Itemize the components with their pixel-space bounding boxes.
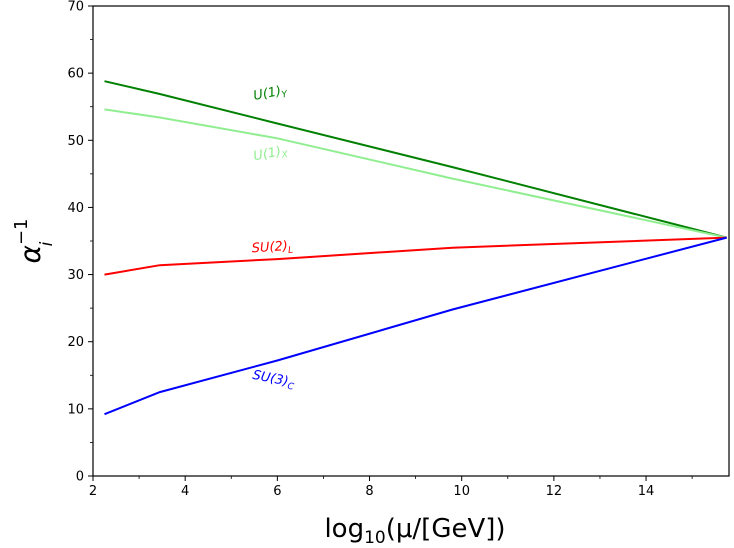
series-line-u1y <box>104 80 727 239</box>
y-tick-label: 70 <box>67 0 84 15</box>
x-tick-label: 2 <box>89 484 97 499</box>
x-tick-label: 4 <box>181 484 189 499</box>
y-tick-label: 0 <box>76 470 84 485</box>
series-lines <box>104 80 727 416</box>
x-tick-label: 8 <box>365 484 373 499</box>
series-label: U(1)X <box>252 143 290 166</box>
series-label: SU(2)L <box>251 239 293 259</box>
series-line-su3c <box>104 236 727 416</box>
x-axis-title: log10(μ/[GeV]) <box>324 514 505 548</box>
y-tick-label: 50 <box>67 134 84 149</box>
y-axis-title: α−1 i <box>11 218 57 263</box>
y-tick-label: 10 <box>67 402 84 417</box>
svg-text:i: i <box>37 241 57 246</box>
axis-ticks: 2 4 6 8 10 12 14 0 10 20 30 40 50 60 70 <box>67 0 693 499</box>
x-tick-label: 14 <box>638 484 655 499</box>
y-tick-label: 60 <box>67 67 84 82</box>
series-line-su2l <box>104 236 727 276</box>
series-labels: U(1)Y U(1)X SU(2)L SU(3)C <box>251 83 297 393</box>
x-tick-label: 6 <box>273 484 281 499</box>
y-tick-label: 40 <box>67 201 84 216</box>
y-tick-label: 30 <box>67 268 84 283</box>
y-tick-label: 20 <box>67 335 84 350</box>
series-line-u1x <box>104 108 727 239</box>
x-tick-label: 12 <box>546 484 563 499</box>
series-label: U(1)Y <box>252 83 290 106</box>
svg-text:α−1: α−1 <box>11 218 47 263</box>
series-label: SU(3)C <box>251 368 297 393</box>
x-tick-label: 10 <box>453 484 470 499</box>
